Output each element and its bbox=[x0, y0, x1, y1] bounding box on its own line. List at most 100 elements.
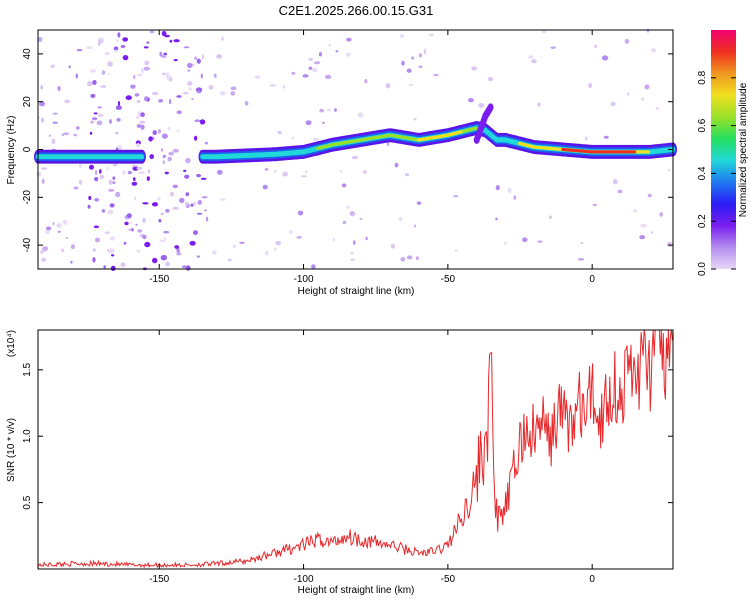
spectrogram-speckle bbox=[130, 84, 136, 89]
spectrogram-speckle bbox=[50, 64, 55, 69]
spectrogram-speckle bbox=[76, 48, 83, 52]
y-tick-label: 1.0 bbox=[22, 429, 33, 443]
spectrogram-speckle bbox=[216, 54, 223, 59]
spectrogram-speckle bbox=[428, 33, 434, 37]
x-tick-label: -50 bbox=[441, 574, 456, 585]
spectrogram-speckle bbox=[264, 250, 269, 256]
spectrogram-speckle bbox=[585, 136, 588, 141]
spectrogram-speckle bbox=[52, 222, 55, 226]
spectrogram-speckle bbox=[167, 126, 171, 131]
spectrogram-speckle bbox=[133, 177, 136, 182]
spectrogram-speckle bbox=[413, 118, 417, 121]
spectrogram-speckle bbox=[136, 73, 143, 77]
spectrogram-speckle bbox=[196, 58, 201, 64]
spectrogram-speckle bbox=[107, 61, 113, 67]
spectrogram-speckle bbox=[164, 171, 169, 175]
spectrogram-speckle bbox=[62, 219, 68, 225]
spectrogram-speckle bbox=[404, 173, 410, 177]
spectrogram-speckle bbox=[176, 110, 182, 115]
spectrogram-speckle bbox=[93, 112, 98, 115]
spectrogram-speckle bbox=[168, 151, 174, 156]
spectrogram-speckle bbox=[262, 184, 268, 190]
spectrogram-speckle bbox=[296, 236, 302, 239]
spectrogram-speckle bbox=[189, 240, 196, 246]
spectrogram-speckle bbox=[173, 59, 178, 62]
spectrogram-speckle bbox=[191, 97, 194, 101]
spectrogram-speckle bbox=[418, 53, 422, 58]
spectrogram-speckle bbox=[601, 55, 609, 61]
spectrogram-speckle bbox=[668, 169, 671, 172]
spectrogram-speckle bbox=[61, 248, 64, 253]
spectrogram-speckle bbox=[641, 97, 645, 102]
spectrogram-speckle bbox=[140, 112, 145, 118]
spectrogram-xlabel: Height of straight line (km) bbox=[298, 286, 415, 297]
spectrogram-speckle bbox=[324, 74, 332, 80]
spectrogram-speckle bbox=[157, 197, 161, 201]
spectrogram-speckle bbox=[162, 160, 165, 165]
x-tick-label: -150 bbox=[149, 574, 169, 585]
spectrogram-speckle bbox=[311, 264, 316, 269]
ridge-hotspot bbox=[632, 150, 637, 154]
spectrogram-speckle bbox=[254, 75, 261, 79]
spectrogram-speckle bbox=[167, 156, 172, 162]
spectrogram-speckle bbox=[172, 206, 179, 210]
spectrogram-speckle bbox=[288, 230, 293, 234]
spectrogram-speckle bbox=[353, 240, 356, 245]
y-tick-label: 40 bbox=[22, 48, 33, 60]
spectrogram-speckle bbox=[219, 91, 226, 96]
spectrogram-speckle bbox=[138, 171, 145, 175]
spectrogram-speckle bbox=[45, 229, 50, 235]
spectrogram-speckle bbox=[196, 90, 202, 94]
spectrogram-speckle bbox=[487, 76, 494, 82]
spectrogram-speckle bbox=[78, 179, 83, 185]
spectrogram-speckle bbox=[291, 136, 294, 139]
spectrogram-speckle bbox=[208, 84, 214, 90]
spectrogram-speckle bbox=[297, 210, 304, 216]
spectrogram-speckle bbox=[302, 74, 309, 78]
spectrogram-speckle bbox=[120, 262, 126, 268]
spectrogram-speckle bbox=[196, 174, 202, 178]
spectrogram-speckle bbox=[73, 186, 79, 190]
spectrogram-speckle bbox=[158, 99, 164, 103]
spectrogram-speckle bbox=[142, 234, 147, 240]
spectrogram-speckle bbox=[339, 170, 343, 173]
spectrogram-speckle bbox=[282, 85, 286, 89]
spectrogram-speckle bbox=[152, 91, 159, 96]
spectrogram-speckle bbox=[204, 209, 207, 212]
spectrogram-speckle bbox=[187, 69, 191, 72]
spectrogram-speckle bbox=[172, 184, 179, 189]
spectrogram-speckle bbox=[52, 112, 58, 115]
spectrogram-speckle bbox=[328, 44, 331, 47]
spectrogram-speckle bbox=[137, 229, 143, 233]
spectrogram-speckle bbox=[42, 246, 49, 251]
spectrogram-speckle bbox=[411, 56, 415, 60]
spectrogram-speckle bbox=[109, 203, 115, 208]
spectrogram-speckle bbox=[163, 230, 170, 234]
spectrogram-speckle bbox=[87, 80, 93, 87]
spectrogram-speckle bbox=[107, 73, 110, 76]
spectrogram-speckle bbox=[341, 183, 347, 188]
spectrogram-speckle bbox=[117, 101, 121, 106]
spectrogram-speckle bbox=[644, 84, 650, 90]
spectrogram-speckle bbox=[308, 57, 313, 61]
spectrogram-speckle bbox=[217, 169, 223, 175]
spectrogram-speckle bbox=[46, 226, 52, 231]
spectrogram-speckle bbox=[244, 100, 249, 106]
spectrogram-speckle bbox=[161, 30, 167, 37]
spectrogram-speckle bbox=[423, 48, 427, 55]
spectrogram-speckle bbox=[112, 181, 116, 185]
x-tick-label: 0 bbox=[589, 274, 595, 285]
y-tick-label: 1.5 bbox=[22, 362, 33, 376]
spectrogram-speckle bbox=[666, 241, 673, 247]
spectrogram-speckle bbox=[201, 54, 204, 60]
spectrogram-speckle bbox=[200, 73, 203, 79]
spectrogram-speckle bbox=[161, 133, 168, 139]
spectrogram-speckle bbox=[148, 136, 153, 142]
spectrogram-speckle bbox=[95, 237, 100, 243]
spectrogram-speckle bbox=[90, 69, 96, 73]
spectrogram-speckle bbox=[94, 198, 100, 202]
spectrogram-speckle bbox=[52, 121, 58, 124]
spectrogram-speckle bbox=[108, 188, 115, 192]
spectrogram-speckle bbox=[550, 46, 557, 49]
spectrogram-speckle bbox=[627, 92, 630, 96]
